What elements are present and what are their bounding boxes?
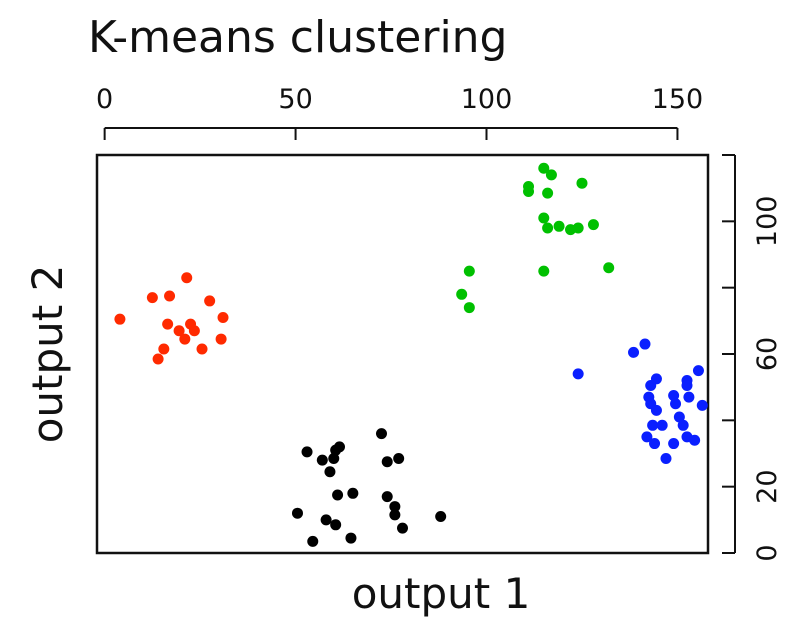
data-point	[173, 325, 185, 337]
x-tick-label: 50	[278, 84, 312, 115]
y-tick-label: 60	[752, 337, 783, 371]
x-tick-label: 150	[652, 84, 704, 115]
data-point	[332, 489, 344, 501]
data-point	[328, 452, 340, 464]
plot-area	[95, 153, 710, 555]
data-point	[639, 338, 651, 350]
data-point	[673, 411, 685, 423]
data-point	[628, 346, 640, 358]
data-point	[152, 353, 164, 365]
y-axis-label: output 2	[23, 265, 72, 444]
data-point	[538, 212, 550, 224]
cluster-3	[572, 338, 708, 464]
data-points	[114, 162, 708, 547]
data-point	[576, 177, 588, 189]
data-point	[542, 187, 554, 199]
data-point	[320, 514, 332, 526]
data-point	[196, 343, 208, 355]
data-point	[389, 501, 401, 513]
data-point	[692, 365, 704, 377]
data-point	[677, 419, 689, 431]
data-point	[188, 325, 200, 337]
data-point	[204, 295, 216, 307]
data-point	[347, 487, 359, 499]
x-tick-label: 0	[96, 84, 113, 115]
data-point	[215, 333, 227, 345]
data-point	[217, 312, 229, 324]
data-point	[587, 219, 599, 231]
data-point	[545, 169, 557, 181]
data-point	[435, 511, 447, 523]
data-point	[647, 419, 659, 431]
y-tick-label: 100	[752, 196, 783, 248]
data-point	[668, 438, 680, 450]
data-point	[649, 438, 661, 450]
x-axis-top: 0 50 100 150	[96, 84, 703, 140]
data-point	[345, 532, 357, 544]
data-point	[463, 265, 475, 277]
data-point	[572, 368, 584, 380]
data-point	[463, 302, 475, 314]
data-point	[397, 522, 408, 534]
cluster-2	[456, 162, 615, 314]
data-point	[330, 444, 342, 456]
data-point	[538, 162, 550, 174]
data-point	[164, 290, 176, 302]
data-point	[650, 404, 662, 416]
data-point	[393, 452, 405, 464]
data-point	[542, 222, 554, 234]
data-point	[645, 380, 657, 392]
data-point	[389, 509, 401, 521]
data-point	[572, 222, 584, 234]
data-point	[668, 389, 680, 401]
data-point	[181, 272, 193, 284]
data-point	[538, 265, 550, 277]
data-point	[681, 380, 693, 392]
y-tick-label: 0	[752, 544, 783, 561]
data-point	[689, 434, 701, 446]
data-point	[291, 507, 303, 519]
data-point	[381, 491, 393, 503]
data-point	[603, 262, 615, 274]
data-point	[316, 454, 328, 466]
data-point	[381, 456, 393, 468]
data-point	[162, 318, 174, 330]
cluster-4	[291, 428, 447, 547]
cluster-1	[114, 272, 229, 365]
data-point	[656, 419, 668, 431]
data-point	[660, 452, 672, 464]
data-point	[301, 446, 313, 458]
data-point	[307, 535, 319, 547]
chart-title: K-means clustering	[88, 12, 507, 63]
data-point	[670, 398, 682, 410]
data-point	[683, 391, 695, 403]
y-tick-label: 20	[752, 469, 783, 503]
data-point	[456, 288, 468, 300]
x-tick-label: 100	[461, 84, 513, 115]
data-point	[375, 428, 387, 440]
data-point	[324, 466, 336, 478]
x-axis-label: output 1	[352, 569, 531, 618]
data-point	[179, 333, 191, 345]
data-point	[523, 185, 535, 197]
data-point	[146, 292, 158, 304]
y-axis-right: 0 20 60 100	[722, 154, 783, 562]
data-point	[641, 431, 653, 443]
data-point	[553, 220, 565, 232]
data-point	[696, 399, 708, 411]
data-point	[158, 343, 170, 355]
data-point	[114, 313, 126, 325]
data-point	[330, 519, 342, 531]
